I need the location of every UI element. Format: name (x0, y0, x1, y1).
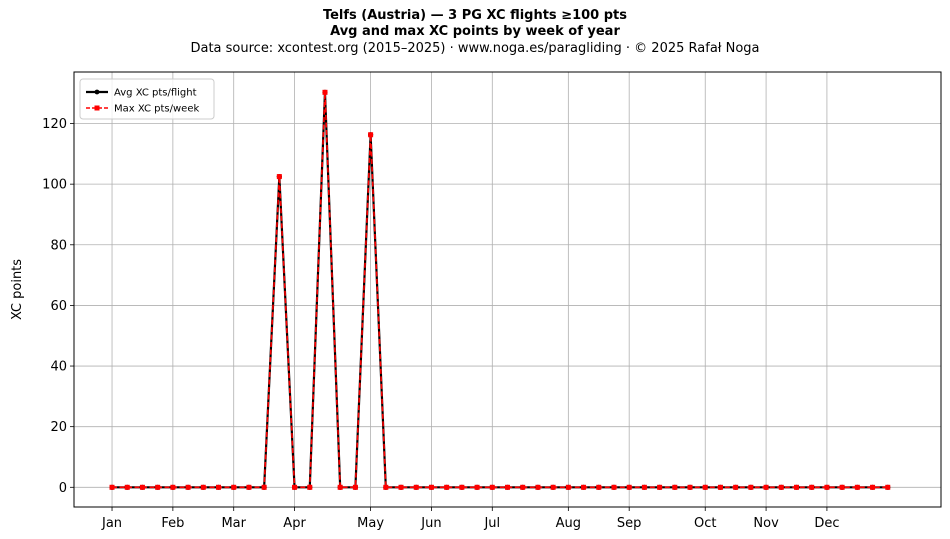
x-tick-label: Sep (617, 516, 642, 531)
data-point-max (581, 484, 587, 490)
y-tick-label: 20 (50, 420, 67, 435)
data-point-max (368, 132, 374, 138)
y-axis-label: XC points (10, 259, 25, 320)
data-point-max (641, 484, 647, 490)
data-point-max (139, 484, 145, 490)
x-tick-label: Jul (483, 516, 500, 531)
data-point-max (839, 484, 845, 490)
data-point-max (733, 484, 739, 490)
data-point-max (550, 484, 556, 490)
data-point-max (398, 484, 404, 490)
data-point-max (413, 484, 419, 490)
data-point-max (307, 484, 313, 490)
data-point-max (292, 484, 298, 490)
data-point-max (109, 484, 115, 490)
x-tick-label: Apr (283, 516, 306, 531)
data-point-max (702, 484, 708, 490)
legend-marker-avg (94, 89, 100, 95)
data-point-max (459, 484, 465, 490)
series-layer (109, 89, 891, 490)
series-line-avg (112, 91, 888, 489)
data-point-max (763, 484, 769, 490)
chart-title: Telfs (Austria) — 3 PG XC flights ≥100 p… (322, 8, 628, 23)
data-point-max (185, 484, 191, 490)
data-point-max (748, 484, 754, 490)
data-point-max (565, 484, 571, 490)
data-point-max (596, 484, 602, 490)
data-point-max (885, 484, 891, 490)
data-source-note: Data source: xcontest.org (2015–2025) · … (190, 41, 760, 56)
x-tick-label: Feb (161, 516, 184, 531)
data-point-max (687, 484, 693, 490)
data-point-max (626, 484, 632, 490)
data-point-max (489, 484, 495, 490)
data-point-max (794, 484, 799, 490)
y-tick-label: 40 (50, 360, 67, 375)
data-point-max (809, 484, 815, 490)
data-point-max (870, 484, 876, 490)
x-tick-label: Dec (814, 516, 839, 531)
data-point-max (124, 484, 130, 490)
data-point-max (611, 484, 617, 490)
data-point-max (231, 484, 237, 490)
legend-marker-max (94, 105, 100, 111)
data-point-max (854, 484, 860, 490)
x-tick-label: Aug (556, 516, 581, 531)
x-tick-label: Oct (694, 516, 716, 531)
data-point-max (352, 484, 358, 490)
grid-lines (74, 72, 941, 507)
legend-label-max: Max XC pts/week (114, 104, 199, 115)
data-point-max (200, 484, 206, 490)
x-tick-label: Jan (101, 516, 122, 531)
y-axis-ticks: 0 20 40 60 80 100 120 (42, 117, 74, 496)
x-tick-label: Mar (221, 516, 246, 531)
data-point-max (246, 484, 252, 490)
chart-titles: Telfs (Austria) — 3 PG XC flights ≥100 p… (0, 8, 950, 58)
data-point-max (535, 484, 541, 490)
legend-box (79, 78, 215, 120)
data-point-max (778, 484, 784, 490)
data-point-max (474, 484, 480, 490)
data-point-max (155, 484, 161, 490)
data-point-max (216, 484, 221, 490)
y-tick-label: 100 (42, 178, 67, 193)
data-point-max (261, 484, 267, 490)
data-point-max (428, 484, 434, 490)
data-point-max (520, 484, 526, 490)
data-point-max (322, 89, 328, 95)
data-point-max (505, 484, 510, 490)
y-tick-label: 0 (59, 481, 67, 496)
series-line-max (112, 91, 888, 489)
plot-frame (73, 71, 942, 508)
data-point-max (672, 484, 678, 490)
x-axis-ticks: Jan Feb Mar Apr May Jun Jul Aug Sep Oct Nov Dec (101, 507, 839, 531)
y-tick-label: 120 (42, 117, 67, 132)
legend: Avg XC pts/flight Max XC pts/week (79, 78, 215, 120)
legend-label-avg: Avg XC pts/flight (114, 88, 197, 99)
y-tick-label: 60 (50, 299, 67, 314)
data-point-max (717, 484, 723, 490)
data-point-max (383, 484, 389, 490)
data-point-max (170, 484, 176, 490)
data-point-max (444, 484, 450, 490)
data-point-max (337, 484, 343, 490)
chart-subtitle: Avg and max XC points by week of year (330, 24, 620, 39)
data-point-max (276, 174, 282, 180)
data-point-max (657, 484, 663, 490)
data-point-max (824, 484, 830, 490)
x-tick-label: May (357, 516, 384, 531)
y-tick-label: 80 (50, 238, 67, 253)
x-tick-label: Nov (753, 516, 779, 531)
x-tick-label: Jun (420, 516, 441, 531)
